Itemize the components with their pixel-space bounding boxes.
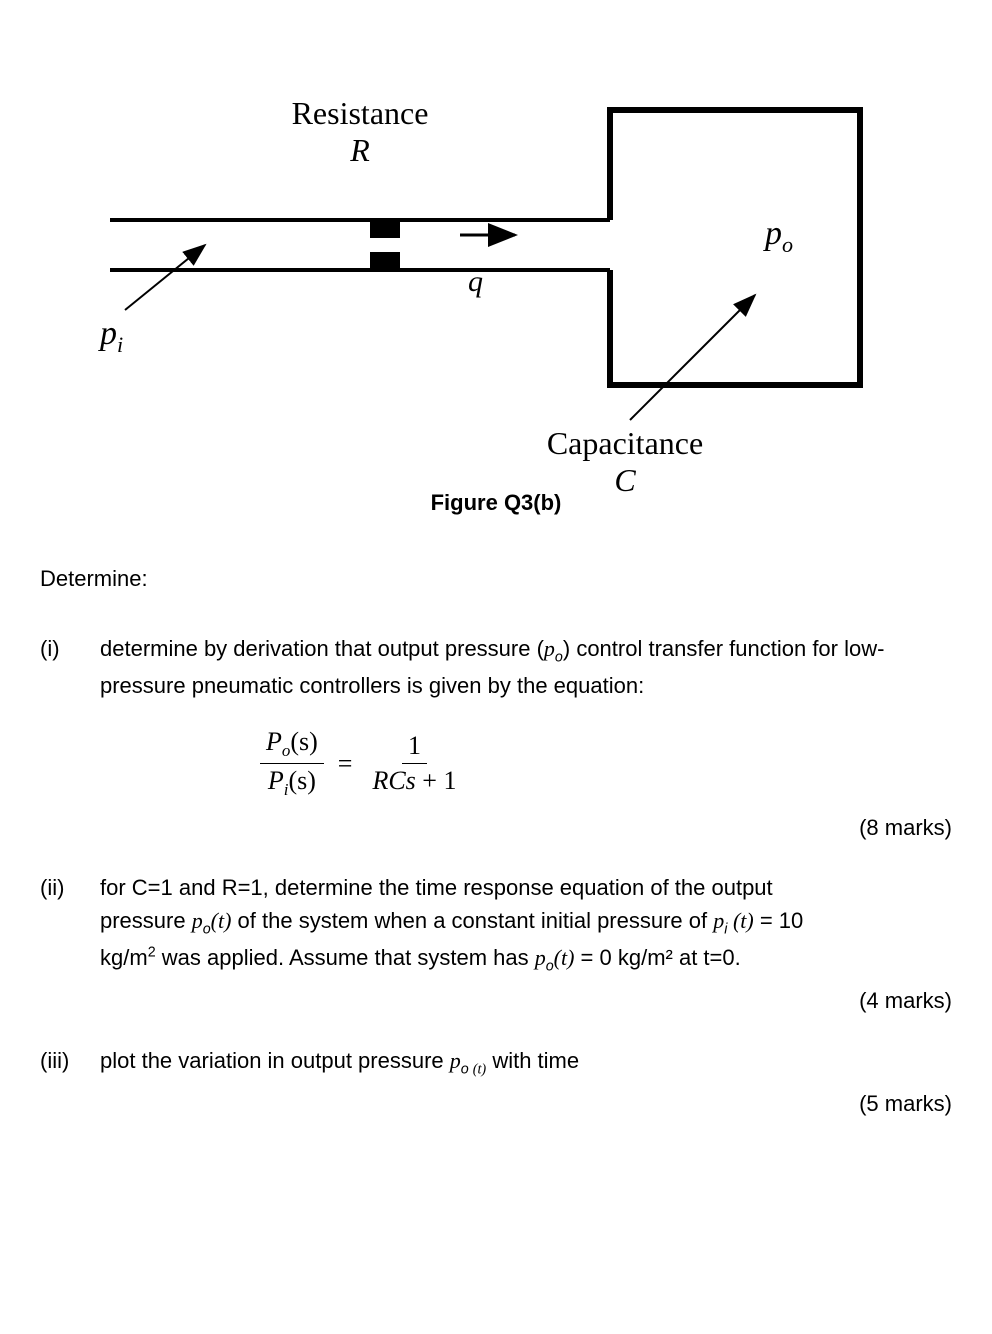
transfer-function-equation: Po(s) Pi(s) = 1 RCs + 1 [260, 727, 952, 800]
question-iii-text: plot the variation in output pressure po… [100, 1044, 952, 1081]
question-ii-num: (ii) [40, 871, 100, 978]
question-i-marks: (8 marks) [40, 815, 952, 841]
question-iii-num: (iii) [40, 1044, 100, 1081]
pneumatic-diagram: Resistance R pi po q Capacitance C [70, 40, 870, 460]
question-iii: (iii) plot the variation in output press… [40, 1044, 952, 1081]
q-label: q [468, 265, 483, 299]
question-ii-marks: (4 marks) [40, 988, 952, 1014]
resistance-label: Resistance R [270, 95, 450, 169]
figure-caption: Figure Q3(b) [40, 490, 952, 516]
diagram-svg [70, 40, 870, 460]
question-i: (i) determine by derivation that output … [40, 632, 952, 702]
question-ii: (ii) for C=1 and R=1, determine the time… [40, 871, 952, 978]
question-iii-marks: (5 marks) [40, 1091, 952, 1117]
equation-rhs: 1 RCs + 1 [366, 731, 462, 796]
capacitance-label: Capacitance C [515, 425, 735, 499]
question-i-text: determine by derivation that output pres… [100, 632, 952, 702]
question-ii-text: for C=1 and R=1, determine the time resp… [100, 871, 952, 978]
equation-lhs: Po(s) Pi(s) [260, 727, 324, 800]
po-label: po [765, 215, 793, 258]
question-i-num: (i) [40, 632, 100, 702]
pi-label: pi [100, 315, 123, 358]
determine-heading: Determine: [40, 566, 952, 592]
